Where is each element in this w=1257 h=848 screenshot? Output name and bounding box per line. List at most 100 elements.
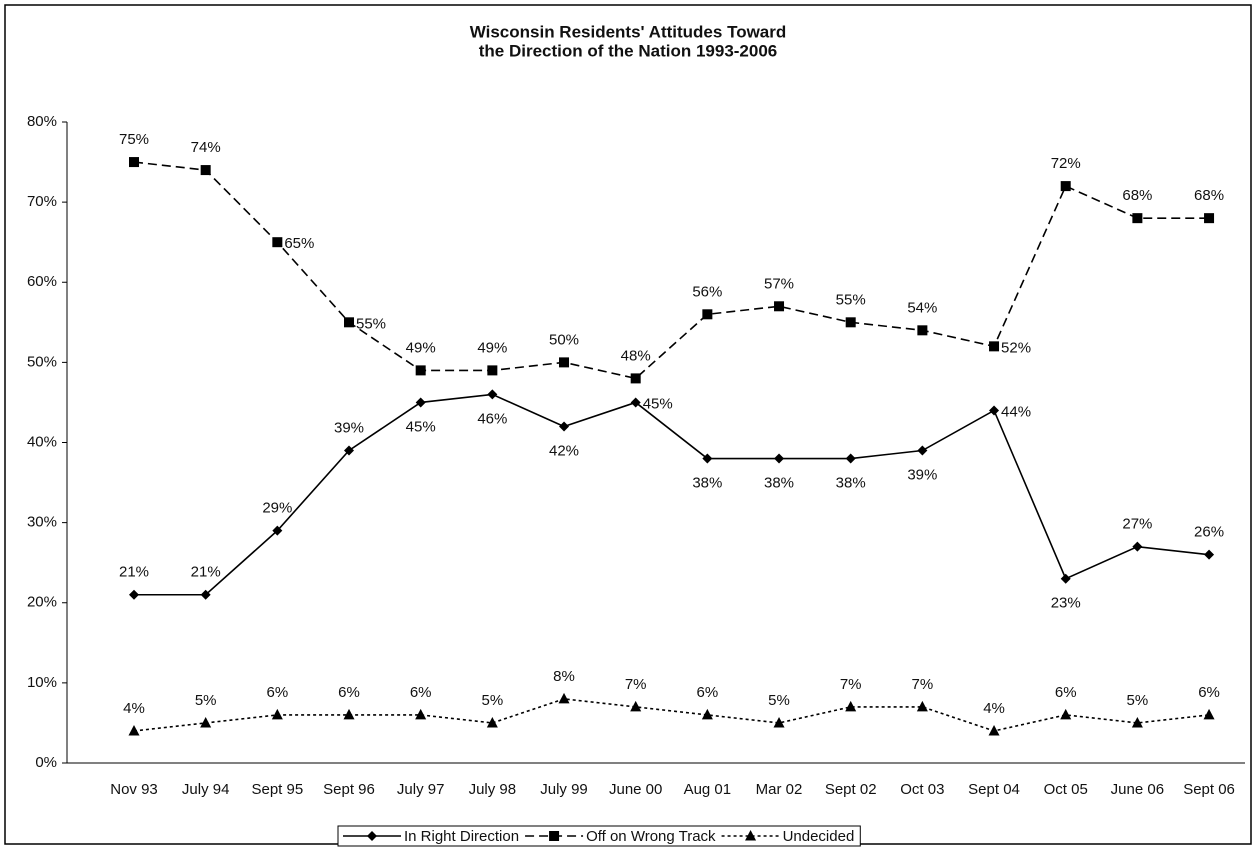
data-label: 29% [262, 500, 292, 517]
marker [1060, 573, 1071, 584]
chart-title: the Direction of the Nation 1993-2006 [479, 41, 778, 60]
x-tick-label: Nov 93 [110, 781, 158, 798]
legend-box [337, 825, 861, 847]
marker [1204, 213, 1215, 224]
marker [558, 692, 570, 704]
marker [773, 716, 785, 728]
data-label: 45% [643, 395, 673, 412]
marker [272, 237, 283, 248]
marker [549, 831, 560, 841]
data-label: 46% [477, 410, 507, 427]
data-label: 21% [191, 564, 221, 581]
marker [989, 405, 1000, 416]
data-label: 6% [338, 684, 360, 701]
marker [344, 445, 355, 456]
y-tick-label: 80% [27, 113, 57, 130]
marker [415, 708, 427, 720]
data-label: 38% [836, 474, 866, 491]
legend-label: Off on Wrong Track [586, 828, 716, 845]
x-tick-label: July 98 [469, 781, 517, 798]
marker [200, 589, 211, 600]
x-tick-label: Sept 95 [251, 781, 303, 798]
data-label: 38% [764, 474, 794, 491]
marker [200, 165, 211, 176]
marker [486, 716, 498, 728]
data-label: 5% [482, 692, 504, 709]
y-tick-label: 10% [27, 674, 57, 691]
data-label: 55% [356, 315, 386, 332]
marker [559, 421, 570, 432]
data-label: 57% [764, 275, 794, 292]
data-label: 74% [191, 139, 221, 156]
data-label: 6% [697, 684, 719, 701]
marker [1132, 541, 1143, 552]
marker [702, 453, 713, 464]
marker [415, 397, 426, 408]
marker [487, 389, 498, 400]
data-label: 42% [549, 442, 579, 459]
legend-label: Undecided [783, 828, 855, 845]
x-tick-label: Mar 02 [756, 781, 803, 798]
marker [1060, 181, 1071, 192]
data-label: 65% [284, 235, 314, 252]
x-tick-label: Oct 03 [900, 781, 944, 798]
data-label: 5% [1127, 692, 1149, 709]
marker [129, 157, 139, 168]
y-tick-label: 30% [27, 514, 57, 531]
data-label: 5% [195, 692, 217, 709]
x-tick-label: July 99 [540, 781, 588, 798]
x-tick-label: Sept 06 [1183, 781, 1235, 798]
data-label: 5% [768, 692, 790, 709]
series-line [133, 161, 1210, 380]
marker [367, 831, 377, 841]
marker [1203, 708, 1215, 720]
marker [845, 317, 856, 328]
data-label: 4% [123, 700, 145, 717]
data-label: 68% [1122, 187, 1152, 204]
marker [988, 724, 1000, 736]
data-label: 38% [692, 474, 722, 491]
data-label: 4% [983, 700, 1005, 717]
marker [271, 708, 283, 720]
marker [200, 716, 212, 728]
x-tick-label: Aug 01 [684, 781, 732, 798]
marker [1204, 549, 1215, 560]
y-tick-label: 40% [27, 433, 57, 450]
data-label: 52% [1001, 339, 1031, 356]
data-label: 6% [410, 684, 432, 701]
x-tick-label: Oct 05 [1044, 781, 1088, 798]
y-tick-label: 20% [27, 594, 57, 611]
y-tick-label: 50% [27, 353, 57, 370]
marker [702, 309, 713, 320]
x-tick-label: June 00 [609, 781, 662, 798]
marker [128, 724, 140, 736]
series-line [134, 393, 1210, 596]
data-label: 6% [266, 684, 288, 701]
marker [774, 453, 785, 464]
marker [630, 700, 642, 712]
data-label: 21% [119, 564, 149, 581]
x-tick-label: June 06 [1111, 781, 1164, 798]
data-label: 6% [1198, 684, 1220, 701]
marker [272, 525, 283, 536]
series-line [133, 698, 1210, 732]
data-label: 8% [553, 668, 575, 685]
data-label: 7% [625, 676, 647, 693]
x-tick-label: Sept 04 [968, 781, 1020, 798]
data-label: 44% [1001, 403, 1031, 420]
marker [630, 397, 641, 408]
x-tick-label: July 94 [182, 781, 230, 798]
marker [916, 700, 928, 712]
marker [1132, 213, 1143, 224]
marker [630, 373, 641, 384]
marker [415, 365, 426, 376]
data-label: 26% [1194, 524, 1224, 541]
marker [774, 301, 785, 312]
x-tick-label: Sept 96 [323, 781, 375, 798]
marker [1060, 708, 1072, 720]
data-label: 49% [406, 339, 436, 356]
data-label: 6% [1055, 684, 1077, 701]
marker [701, 708, 713, 720]
data-label: 45% [406, 418, 436, 435]
marker [845, 700, 857, 712]
